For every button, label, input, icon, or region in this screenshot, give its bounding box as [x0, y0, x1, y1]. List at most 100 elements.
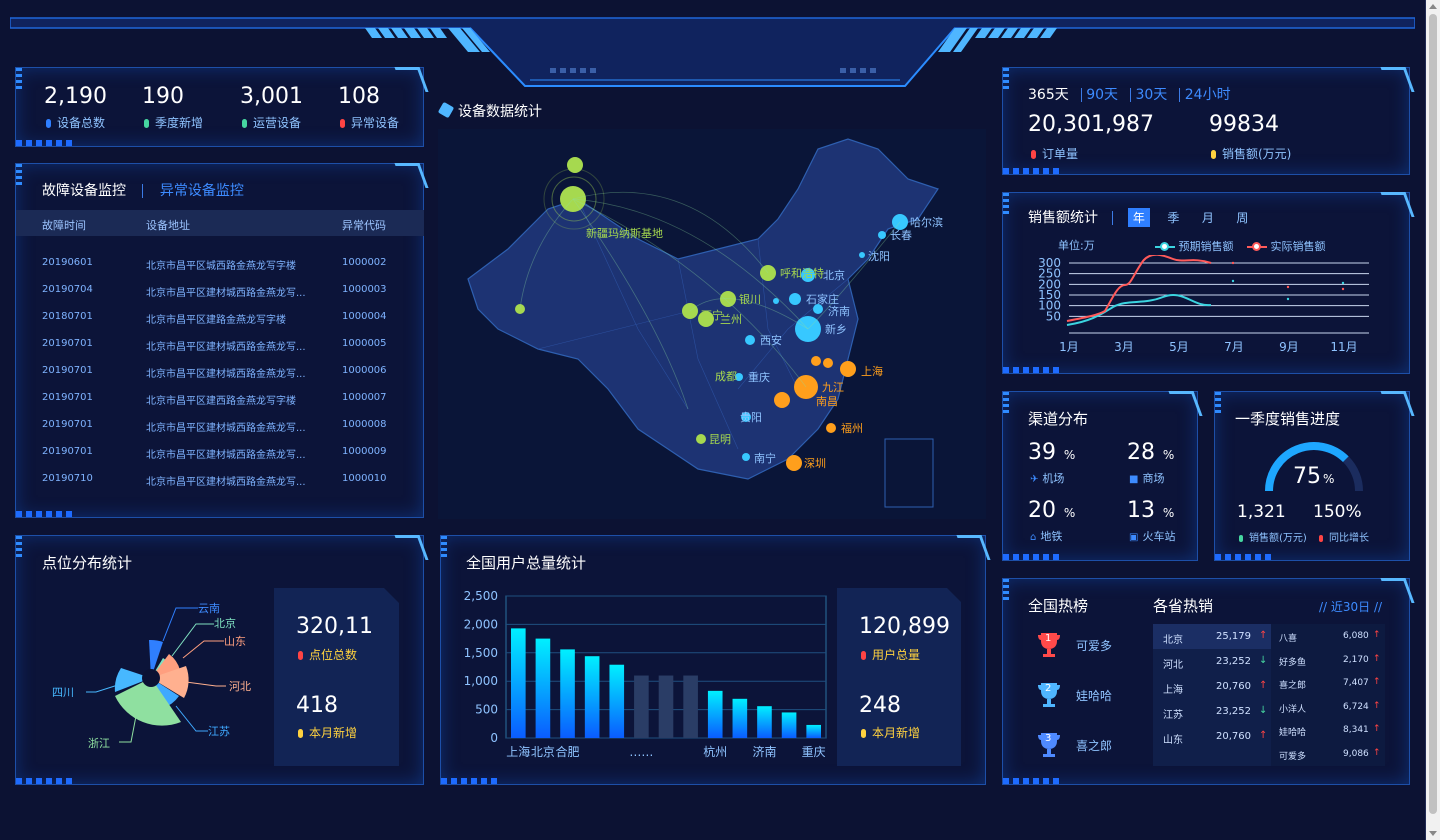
- product-name: 好多鱼: [1279, 657, 1307, 668]
- hot-panel: 全国热榜 1 可爱多 2 娃哈哈 3 喜之郎 各省热销 // 近30日 // 北京 25,1…: [1002, 578, 1410, 785]
- arrow-up-icon: ↑: [1373, 700, 1381, 711]
- table-row[interactable]: 20190701 北京市昌平区建材城西路金燕龙写... 1000005: [16, 330, 424, 357]
- channel-unit: %: [1162, 506, 1175, 520]
- map-city-label: 北京: [823, 268, 845, 282]
- table-row[interactable]: 20180701 北京市昌平区建路金燕龙写字楼 1000004: [16, 303, 424, 330]
- tab-month[interactable]: 月: [1201, 211, 1214, 225]
- page-scrollbar[interactable]: [1426, 0, 1440, 840]
- bar[interactable]: [683, 675, 698, 738]
- table-row[interactable]: 20190701 北京市昌平区建材城西路金燕龙写... 1000008: [16, 411, 424, 438]
- rank-number: 3: [1045, 733, 1052, 744]
- map-title: 设备数据统计: [437, 101, 542, 121]
- product-row[interactable]: 喜之郎 7,407 ↑: [1271, 671, 1385, 694]
- table-row[interactable]: 20190704 北京市昌平区建材城西路金燕龙写... 1000003: [16, 276, 424, 303]
- scroll-down-icon[interactable]: [1429, 831, 1437, 836]
- tab-30d[interactable]: 30天: [1135, 87, 1168, 103]
- bar[interactable]: [609, 664, 625, 738]
- tab-week[interactable]: 周: [1236, 211, 1249, 225]
- tab-quarter[interactable]: 季: [1167, 211, 1180, 225]
- map-city-layer[interactable]: [515, 157, 908, 471]
- user-bar-chart[interactable]: 0 500 1,000 1,500 2,000 2,500 上海 北京 合肥 …… 杭州 济南 重庆: [451, 584, 851, 774]
- fault-table-body[interactable]: 20190601 北京市昌平区城西路金燕龙写字楼 1000002 20190704 北京…: [16, 236, 424, 506]
- map-city-label: 长春: [890, 229, 912, 242]
- table-row[interactable]: 20190710 北京市昌平区建材城西路金燕龙写... 1000010: [16, 465, 424, 492]
- map-city-label: 石家庄: [806, 292, 839, 306]
- rose-chart[interactable]: 云南 北京 山东 河北 江苏 浙江 四川: [36, 586, 286, 786]
- quarter-percent-unit: %: [1323, 472, 1335, 486]
- table-row[interactable]: 20190601 北京市昌平区城西路金燕龙写字楼 1000002: [16, 249, 424, 276]
- bar[interactable]: [560, 649, 575, 738]
- y-tick-label: 1,000: [464, 674, 498, 688]
- channel-label: 火车站: [1142, 530, 1176, 543]
- rank-name[interactable]: 喜之郎: [1076, 739, 1113, 753]
- scroll-up-icon[interactable]: [1429, 4, 1437, 9]
- tab-24h[interactable]: 24小时: [1184, 87, 1231, 103]
- user-new-dot: [861, 729, 866, 738]
- product-row[interactable]: 小洋人 6,724 ↑: [1271, 695, 1385, 718]
- bar[interactable]: [658, 675, 674, 738]
- product-row[interactable]: 好多鱼 2,170 ↑: [1271, 648, 1385, 671]
- province-row[interactable]: 上海 20,760 ↑: [1153, 674, 1271, 699]
- product-row[interactable]: 八喜 6,080 ↑: [1271, 624, 1385, 647]
- table-row[interactable]: 20190701 北京市昌平区建材城西路金燕龙写... 1000006: [16, 357, 424, 384]
- x-tick-label: 北京: [531, 745, 555, 759]
- stat-value: 190: [142, 84, 184, 109]
- y-tick-label: 300: [1038, 256, 1061, 270]
- map-area[interactable]: 新疆玛纳斯基地 哈尔滨 长春 沈阳 呼和浩特 北京 银川 石家庄 济南 西宁 兰州 新乡 西安 成都 重庆 上…: [438, 129, 986, 519]
- plane-icon: ✈: [1030, 474, 1039, 485]
- bar[interactable]: [781, 712, 797, 738]
- arrow-down-icon: ↓: [1259, 705, 1268, 716]
- row-code: 1000003: [342, 284, 387, 295]
- tab-365d[interactable]: 365天: [1028, 87, 1069, 103]
- tab-year[interactable]: 年: [1127, 208, 1150, 227]
- arrow-up-icon: ↑: [1373, 653, 1381, 664]
- table-row[interactable]: 20190701 北京市昌平区建西路金燕龙写字楼 1000007: [16, 384, 424, 411]
- row-address: 北京市昌平区建材城西路金燕龙写...: [146, 288, 306, 299]
- stat-label: 设备总数: [57, 116, 106, 130]
- bar[interactable]: [511, 628, 526, 738]
- tab-abnormal-monitor[interactable]: 异常设备监控: [159, 183, 244, 199]
- rank-number: 1: [1045, 633, 1052, 644]
- arrow-down-icon: ↓: [1259, 655, 1268, 666]
- scroll-thumb[interactable]: [1429, 14, 1437, 814]
- bar[interactable]: [634, 675, 649, 738]
- x-tick-label: 合肥: [556, 744, 580, 759]
- province-value: 23,252: [1216, 706, 1251, 717]
- bar[interactable]: [732, 698, 748, 738]
- stat-label: 季度新增: [155, 116, 204, 130]
- bar[interactable]: [757, 706, 772, 738]
- bar[interactable]: [806, 724, 821, 738]
- arrow-up-icon: ↑: [1373, 724, 1381, 734]
- tab-fault-monitor[interactable]: 故障设备监控: [42, 183, 126, 199]
- rank-name[interactable]: 可爱多: [1076, 639, 1113, 653]
- bar[interactable]: [535, 638, 551, 738]
- product-row[interactable]: 娃哈哈 8,341 ↑: [1271, 718, 1385, 741]
- province-value: 20,760: [1216, 731, 1251, 742]
- channel-value: 39: [1028, 440, 1056, 465]
- table-row[interactable]: 20190701 北京市昌平区建材城西路金燕龙写... 1000009: [16, 438, 424, 465]
- user-total-value: 120,899: [859, 614, 950, 639]
- province-row[interactable]: 山东 20,760 ↑: [1153, 724, 1271, 749]
- province-row[interactable]: 江苏 23,252 ↓: [1153, 699, 1271, 724]
- row-address: 北京市昌平区城西路金燕龙写字楼: [146, 261, 296, 272]
- map-city-label: 福州: [841, 421, 863, 435]
- bar[interactable]: [707, 690, 723, 738]
- tab-90d[interactable]: 90天: [1086, 87, 1119, 103]
- bar[interactable]: [584, 656, 600, 738]
- rank-name[interactable]: 娃哈哈: [1076, 689, 1113, 703]
- y-tick-label: 2,000: [464, 617, 498, 631]
- product-row[interactable]: 可爱多 9,086 ↑: [1271, 742, 1385, 765]
- y-tick-label: 150: [1038, 288, 1061, 302]
- province-row[interactable]: 北京 25,179 ↑: [1153, 624, 1271, 649]
- expected-line[interactable]: [1066, 294, 1212, 326]
- actual-line[interactable]: [1066, 255, 1212, 322]
- channel-unit: %: [1063, 448, 1076, 462]
- col-time: 故障时间: [42, 219, 86, 232]
- hot-title: 全国热榜: [1028, 597, 1089, 615]
- sales-label: 销售额(万元): [1222, 147, 1292, 161]
- province-row[interactable]: 河北 23,252 ↓: [1153, 649, 1271, 674]
- channel-unit: %: [1063, 506, 1076, 520]
- user-new-label: 本月新增: [872, 726, 921, 740]
